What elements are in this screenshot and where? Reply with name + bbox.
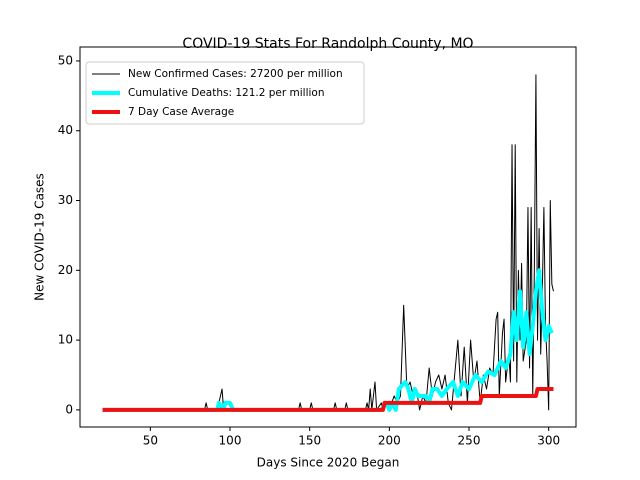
y-axis-label: New COVID-19 Cases xyxy=(33,173,47,301)
y-tick-label: 50 xyxy=(58,53,73,67)
x-tick-label: 50 xyxy=(143,434,158,448)
x-tick-label: 250 xyxy=(458,434,481,448)
x-tick-label: 200 xyxy=(378,434,401,448)
y-tick-label: 0 xyxy=(65,402,73,416)
chart-title: COVID-19 Stats For Randolph County, MO xyxy=(182,36,473,52)
x-tick-label: 100 xyxy=(219,434,242,448)
legend-label: New Confirmed Cases: 27200 per million xyxy=(128,68,343,80)
legend-label: 7 Day Case Average xyxy=(128,106,234,118)
legend-box xyxy=(85,61,365,125)
x-axis-label: Days Since 2020 Began xyxy=(257,456,400,470)
x-tick-label: 300 xyxy=(537,434,560,448)
legend-label: Cumulative Deaths: 121.2 per million xyxy=(128,87,325,99)
series-line xyxy=(102,74,554,411)
x-tick-label: 150 xyxy=(298,434,321,448)
plot-frame xyxy=(79,46,577,428)
y-tick-label: 30 xyxy=(58,193,73,207)
series-line xyxy=(102,386,554,412)
y-tick-label: 40 xyxy=(58,123,73,137)
y-tick-label: 20 xyxy=(58,263,73,277)
y-tick-label: 10 xyxy=(58,333,73,347)
